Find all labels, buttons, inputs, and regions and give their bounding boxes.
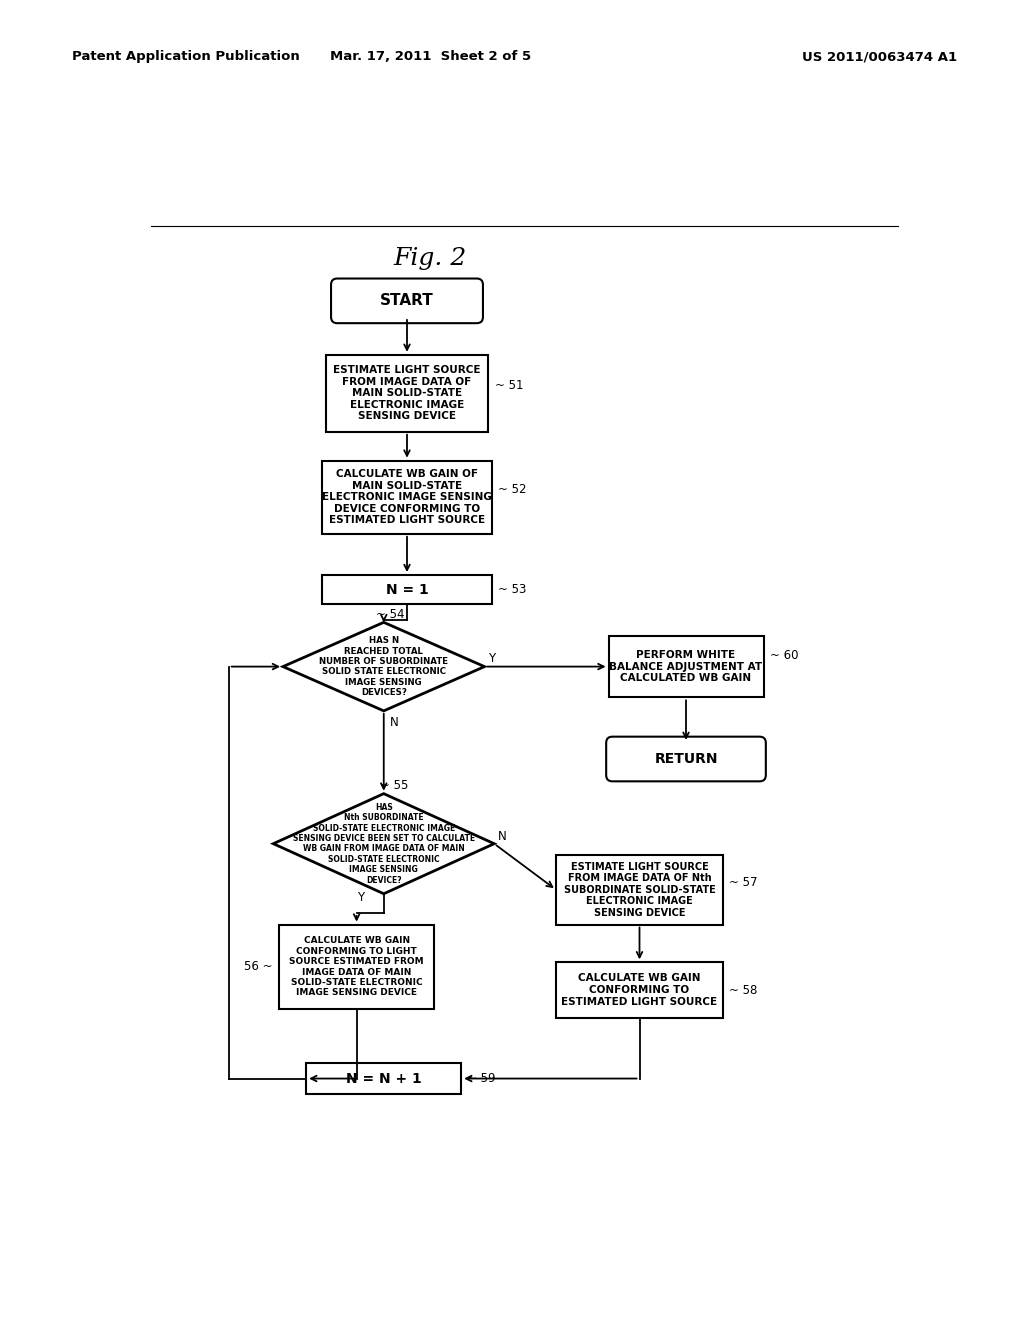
Text: ESTIMATE LIGHT SOURCE
FROM IMAGE DATA OF
MAIN SOLID-STATE
ELECTRONIC IMAGE
SENSI: ESTIMATE LIGHT SOURCE FROM IMAGE DATA OF… (333, 366, 480, 421)
Text: Y: Y (357, 891, 365, 904)
Text: PERFORM WHITE
BALANCE ADJUSTMENT AT
CALCULATED WB GAIN: PERFORM WHITE BALANCE ADJUSTMENT AT CALC… (609, 649, 763, 684)
Text: ~ 57: ~ 57 (729, 875, 758, 888)
Text: Mar. 17, 2011  Sheet 2 of 5: Mar. 17, 2011 Sheet 2 of 5 (330, 50, 530, 63)
Text: START: START (380, 293, 434, 309)
Text: N = 1: N = 1 (386, 582, 428, 597)
Text: Patent Application Publication: Patent Application Publication (72, 50, 299, 63)
Bar (280, 924, 434, 1010)
Text: ~ 59: ~ 59 (467, 1072, 496, 1085)
Text: ~ 51: ~ 51 (495, 379, 523, 392)
FancyBboxPatch shape (331, 279, 483, 323)
Text: CALCULATE WB GAIN
CONFORMING TO
ESTIMATED LIGHT SOURCE: CALCULATE WB GAIN CONFORMING TO ESTIMATE… (561, 973, 718, 1007)
Text: ~ 58: ~ 58 (729, 983, 758, 997)
Text: ~ 52: ~ 52 (499, 483, 527, 496)
Bar (306, 1063, 461, 1094)
Text: US 2011/0063474 A1: US 2011/0063474 A1 (803, 50, 957, 63)
Text: CALCULATE WB GAIN
CONFORMING TO LIGHT
SOURCE ESTIMATED FROM
IMAGE DATA OF MAIN
S: CALCULATE WB GAIN CONFORMING TO LIGHT SO… (290, 936, 424, 998)
Bar (322, 576, 493, 605)
Text: ESTIMATE LIGHT SOURCE
FROM IMAGE DATA OF Nth
SUBORDINATE SOLID-STATE
ELECTRONIC : ESTIMATE LIGHT SOURCE FROM IMAGE DATA OF… (563, 862, 716, 919)
Text: CALCULATE WB GAIN OF
MAIN SOLID-STATE
ELECTRONIC IMAGE SENSING
DEVICE CONFORMING: CALCULATE WB GAIN OF MAIN SOLID-STATE EL… (323, 469, 492, 525)
Text: ~ 53: ~ 53 (499, 583, 526, 597)
Polygon shape (273, 793, 495, 894)
Bar (556, 962, 723, 1018)
Text: HAS N
REACHED TOTAL
NUMBER OF SUBORDINATE
SOLID STATE ELECTRONIC
IMAGE SENSING
D: HAS N REACHED TOTAL NUMBER OF SUBORDINAT… (319, 636, 449, 697)
FancyBboxPatch shape (606, 737, 766, 781)
Text: HAS
Nth SUBORDINATE
SOLID-STATE ELECTRONIC IMAGE
SENSING DEVICE BEEN SET TO CALC: HAS Nth SUBORDINATE SOLID-STATE ELECTRON… (293, 803, 475, 884)
Bar (608, 636, 764, 697)
Bar (556, 855, 723, 924)
Text: Y: Y (488, 652, 496, 665)
Text: N = N + 1: N = N + 1 (346, 1072, 422, 1085)
Text: N: N (390, 715, 398, 729)
Text: ~ 54: ~ 54 (376, 609, 404, 622)
Text: ~ 55: ~ 55 (380, 779, 409, 792)
Text: 56 ~: 56 ~ (245, 961, 272, 973)
Polygon shape (283, 622, 484, 711)
Bar (326, 355, 488, 432)
Text: ~ 60: ~ 60 (770, 648, 798, 661)
Text: RETURN: RETURN (654, 752, 718, 766)
Text: Fig. 2: Fig. 2 (393, 247, 467, 271)
Bar (322, 461, 493, 533)
Text: N: N (498, 829, 507, 842)
